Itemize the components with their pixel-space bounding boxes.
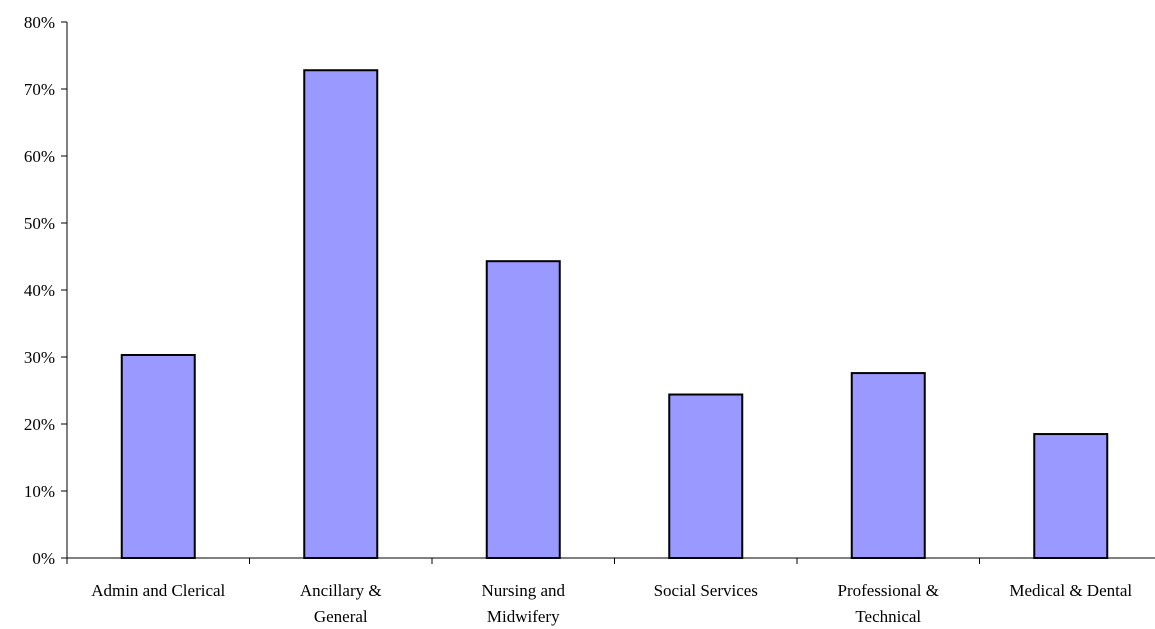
y-axis-ticks — [61, 21, 67, 559]
y-tick-label: 30% — [24, 348, 55, 367]
y-tick-label: 10% — [24, 482, 55, 501]
y-tick-label: 70% — [24, 80, 55, 99]
y-tick-label: 50% — [24, 214, 55, 233]
x-axis-ticks — [66, 558, 980, 564]
y-axis-labels: 0% 10% 20% 30% 40% 50% 60% 70% 80% — [24, 13, 55, 568]
bar — [668, 393, 744, 559]
x-tick-label: Medical & Dental — [1009, 581, 1132, 600]
x-tick-label: Social Services — [654, 581, 758, 600]
bar — [850, 372, 926, 559]
y-tick-label: 20% — [24, 415, 55, 434]
x-tick-label: Admin and Clerical — [91, 581, 225, 600]
bar — [1033, 433, 1109, 559]
bar — [303, 69, 379, 560]
x-tick-label: Ancillary & General — [300, 581, 382, 626]
bar — [120, 353, 196, 559]
x-tick-label: Nursing and Midwifery — [481, 581, 565, 626]
y-tick-label: 80% — [24, 13, 55, 32]
y-tick-label: 0% — [32, 549, 55, 568]
bars — [120, 69, 1109, 560]
y-tick-label: 40% — [24, 281, 55, 300]
x-tick-label: Professional & Technical — [837, 581, 939, 626]
y-tick-label: 60% — [24, 147, 55, 166]
bar — [485, 260, 561, 559]
x-axis-labels: Admin and Clerical Ancillary & General Nurs… — [91, 581, 1132, 626]
